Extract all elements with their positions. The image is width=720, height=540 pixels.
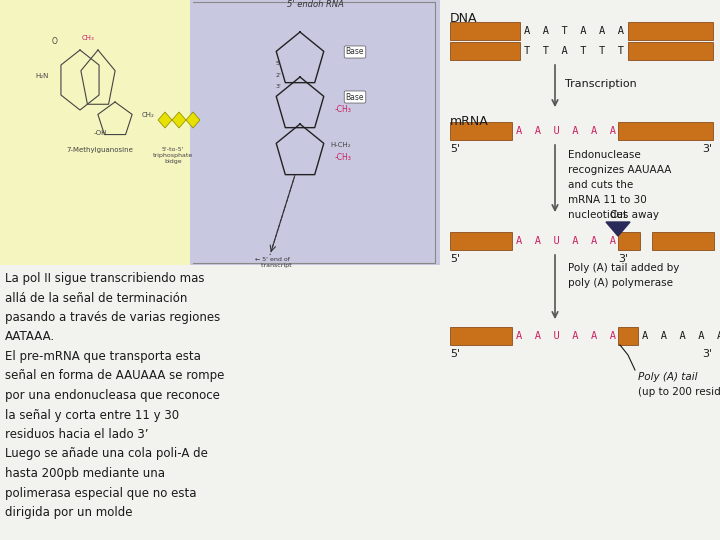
Bar: [618, 232, 640, 250]
Text: 5': 5': [276, 61, 282, 66]
Text: and cuts the: and cuts the: [568, 180, 634, 190]
Bar: [450, 327, 512, 345]
Text: poly (A) polymerase: poly (A) polymerase: [568, 278, 673, 288]
Text: Poly (A) tail added by: Poly (A) tail added by: [568, 263, 680, 273]
Bar: [628, 22, 713, 40]
Text: Poly (A) tail: Poly (A) tail: [638, 372, 698, 382]
Text: La pol II sigue transcribiendo mas: La pol II sigue transcribiendo mas: [5, 272, 204, 285]
Text: -CH₃: -CH₃: [335, 152, 352, 161]
Text: Luego se añade una cola poli-A de: Luego se añade una cola poli-A de: [5, 448, 208, 461]
Text: mRNA: mRNA: [450, 115, 489, 128]
Text: A  A  U  A  A  A: A A U A A A: [516, 126, 616, 136]
Text: El pre-mRNA que transporta esta: El pre-mRNA que transporta esta: [5, 350, 201, 363]
Text: CH₂: CH₂: [142, 112, 155, 118]
Text: allá de la señal de terminación: allá de la señal de terminación: [5, 292, 187, 305]
Bar: [450, 22, 520, 40]
Text: 7-Methylguanosine: 7-Methylguanosine: [66, 147, 133, 153]
Text: H-CH₂: H-CH₂: [330, 142, 351, 148]
Text: AATAAA.: AATAAA.: [5, 330, 55, 343]
Polygon shape: [158, 112, 172, 128]
Text: polimerasa especial que no esta: polimerasa especial que no esta: [5, 487, 197, 500]
Bar: [450, 122, 512, 140]
Text: ← 5' end of
   transcript: ← 5' end of transcript: [255, 257, 292, 268]
Text: Base: Base: [346, 48, 364, 57]
Bar: [0, 0, 190, 265]
Bar: [450, 232, 512, 250]
Text: A  A  A  A  A  A  A  A  A: A A A A A A A A A: [642, 331, 720, 341]
Text: 3': 3': [702, 349, 712, 359]
Text: hasta 200pb mediante una: hasta 200pb mediante una: [5, 467, 165, 480]
Bar: [450, 42, 520, 60]
Text: Endonuclease: Endonuclease: [568, 150, 641, 160]
Text: 3': 3': [618, 254, 628, 264]
Text: A  A  U  A  A  A: A A U A A A: [516, 331, 616, 341]
Text: Cut: Cut: [609, 210, 627, 220]
Polygon shape: [186, 112, 200, 128]
Bar: [618, 327, 638, 345]
Polygon shape: [606, 222, 630, 236]
Text: CH₃: CH₃: [81, 35, 94, 41]
Text: (up to 200 residues): (up to 200 residues): [638, 387, 720, 397]
Text: O: O: [52, 37, 58, 46]
Text: por una endonucleasa que reconoce: por una endonucleasa que reconoce: [5, 389, 220, 402]
Text: recognizes AAUAAA: recognizes AAUAAA: [568, 165, 671, 175]
Text: 3': 3': [702, 144, 712, 154]
Text: -CH₃: -CH₃: [335, 105, 352, 114]
Text: 5': 5': [450, 254, 460, 264]
Text: DNA: DNA: [450, 12, 477, 25]
Text: 2': 2': [276, 73, 282, 78]
Text: señal en forma de AAUAAA se rompe: señal en forma de AAUAAA se rompe: [5, 369, 225, 382]
Text: dirigida por un molde: dirigida por un molde: [5, 506, 132, 519]
Text: A  A  T  A  A  A: A A T A A A: [524, 26, 624, 36]
Text: nucleotides away: nucleotides away: [568, 210, 659, 220]
Text: pasando a través de varias regiones: pasando a través de varias regiones: [5, 311, 220, 324]
Bar: [628, 42, 713, 60]
Bar: [652, 232, 714, 250]
Bar: [190, 0, 440, 265]
Text: A  A  U  A  A  A: A A U A A A: [516, 236, 616, 246]
Text: 5' endoh RNA: 5' endoh RNA: [287, 0, 343, 9]
Text: 3': 3': [276, 84, 282, 89]
Polygon shape: [172, 112, 186, 128]
Text: 5': 5': [450, 144, 460, 154]
Text: mRNA 11 to 30: mRNA 11 to 30: [568, 195, 647, 205]
Text: -OH: -OH: [94, 130, 107, 136]
Text: Base: Base: [346, 92, 364, 102]
Text: residuos hacia el lado 3’: residuos hacia el lado 3’: [5, 428, 148, 441]
Bar: [618, 122, 713, 140]
Text: T  T  A  T  T  T: T T A T T T: [524, 46, 624, 56]
Text: 5'-to-5'
triphosphate
bidge: 5'-to-5' triphosphate bidge: [153, 147, 193, 164]
Text: 5': 5': [450, 349, 460, 359]
Text: H₂N: H₂N: [35, 73, 49, 79]
Text: Transcription: Transcription: [565, 79, 636, 89]
Text: la señal y corta entre 11 y 30: la señal y corta entre 11 y 30: [5, 408, 179, 422]
